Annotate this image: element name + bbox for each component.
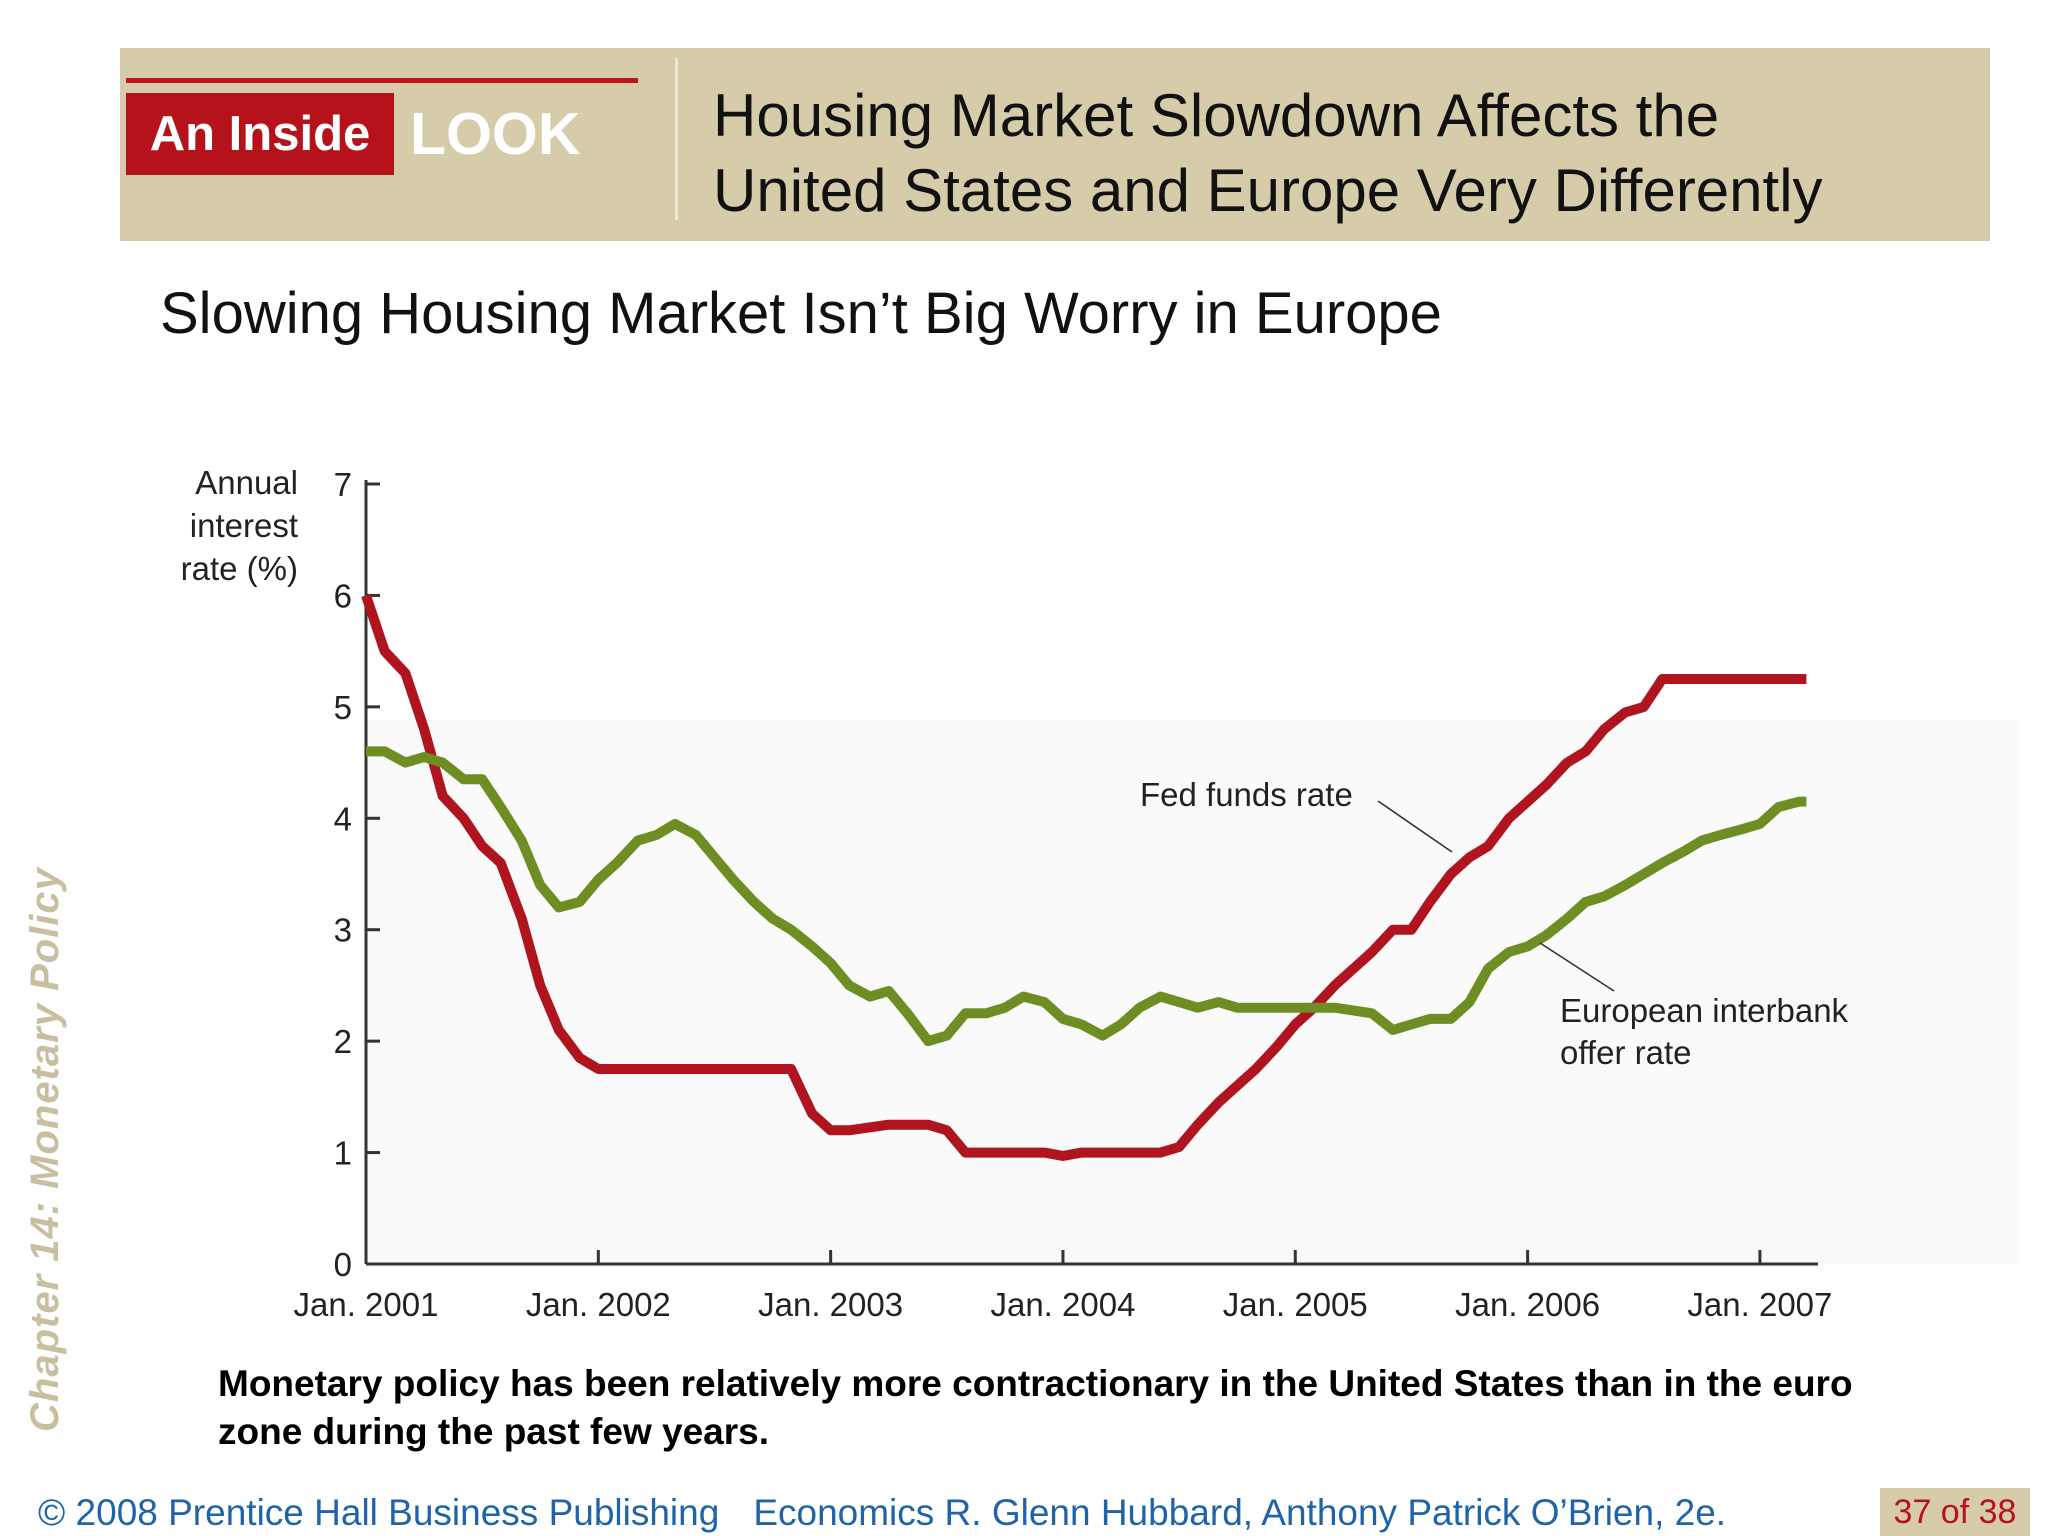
y-tick-label: 7 <box>334 466 352 503</box>
slide-title-line-1: Housing Market Slowdown Affects the <box>713 82 1720 149</box>
european-interbank-rate-line <box>366 746 1807 1047</box>
slide-subtitle: Slowing Housing Market Isn’t Big Worry i… <box>160 281 1442 346</box>
euribor-label: European interbank <box>1560 992 1849 1029</box>
x-tick-label: Jan. 2002 <box>526 1286 671 1323</box>
chart-caption: Monetary policy has been relatively more… <box>218 1363 1853 1452</box>
x-tick-label: Jan. 2006 <box>1455 1286 1600 1323</box>
euribor-label: offer rate <box>1560 1034 1691 1071</box>
slide-title-line-2: United States and Europe Very Differentl… <box>713 157 1823 224</box>
fed-funds-label-leader <box>1377 800 1453 853</box>
y-tick-label: 3 <box>334 912 352 949</box>
page-number: 37 of 38 <box>1880 1488 2030 1536</box>
plot-background <box>366 720 2018 1264</box>
y-tick-label: 2 <box>334 1023 352 1060</box>
y-axis-label: Annual <box>195 464 298 501</box>
euribor-label-leader <box>1539 942 1615 992</box>
x-tick-label: Jan. 2005 <box>1223 1286 1368 1323</box>
banner-rule <box>126 78 638 83</box>
fed-funds-label: Fed funds rate <box>1140 776 1353 813</box>
footer: © 2008 Prentice Hall Business Publishing… <box>38 1490 1726 1536</box>
y-tick-label: 0 <box>334 1246 352 1283</box>
y-axis-label: interest <box>190 507 298 544</box>
look-label: LOOK <box>410 101 581 167</box>
interest-rate-chart: 0 1 2 3 4 5 6 7 Jan. 2001 Jan. 2002 Jan. 2003 Jan. … <box>180 464 2018 1323</box>
footer-copyright: © 2008 Prentice Hall Business Publishing <box>38 1492 720 1533</box>
banner-divider <box>675 58 678 220</box>
an-inside-badge: An Inside <box>126 93 394 175</box>
slide-title: Housing Market Slowdown Affects the Unit… <box>713 78 1973 228</box>
y-axis-label: rate (%) <box>181 550 298 587</box>
x-tick-label: Jan. 2001 <box>294 1286 439 1323</box>
x-tick-label: Jan. 2007 <box>1687 1286 1832 1323</box>
fed-funds-rate-line <box>361 593 1807 1161</box>
y-tick-label: 1 <box>334 1135 352 1172</box>
y-tick-label: 5 <box>334 689 352 726</box>
y-tick-label: 6 <box>334 577 352 614</box>
footer-book-info: Economics R. Glenn Hubbard, Anthony Patr… <box>753 1492 1727 1533</box>
header-banner: An Inside LOOK Housing Market Slowdown A… <box>120 48 1990 241</box>
x-tick-label: Jan. 2004 <box>990 1286 1135 1323</box>
y-tick-label: 4 <box>334 800 352 837</box>
x-tick-label: Jan. 2003 <box>758 1286 903 1323</box>
